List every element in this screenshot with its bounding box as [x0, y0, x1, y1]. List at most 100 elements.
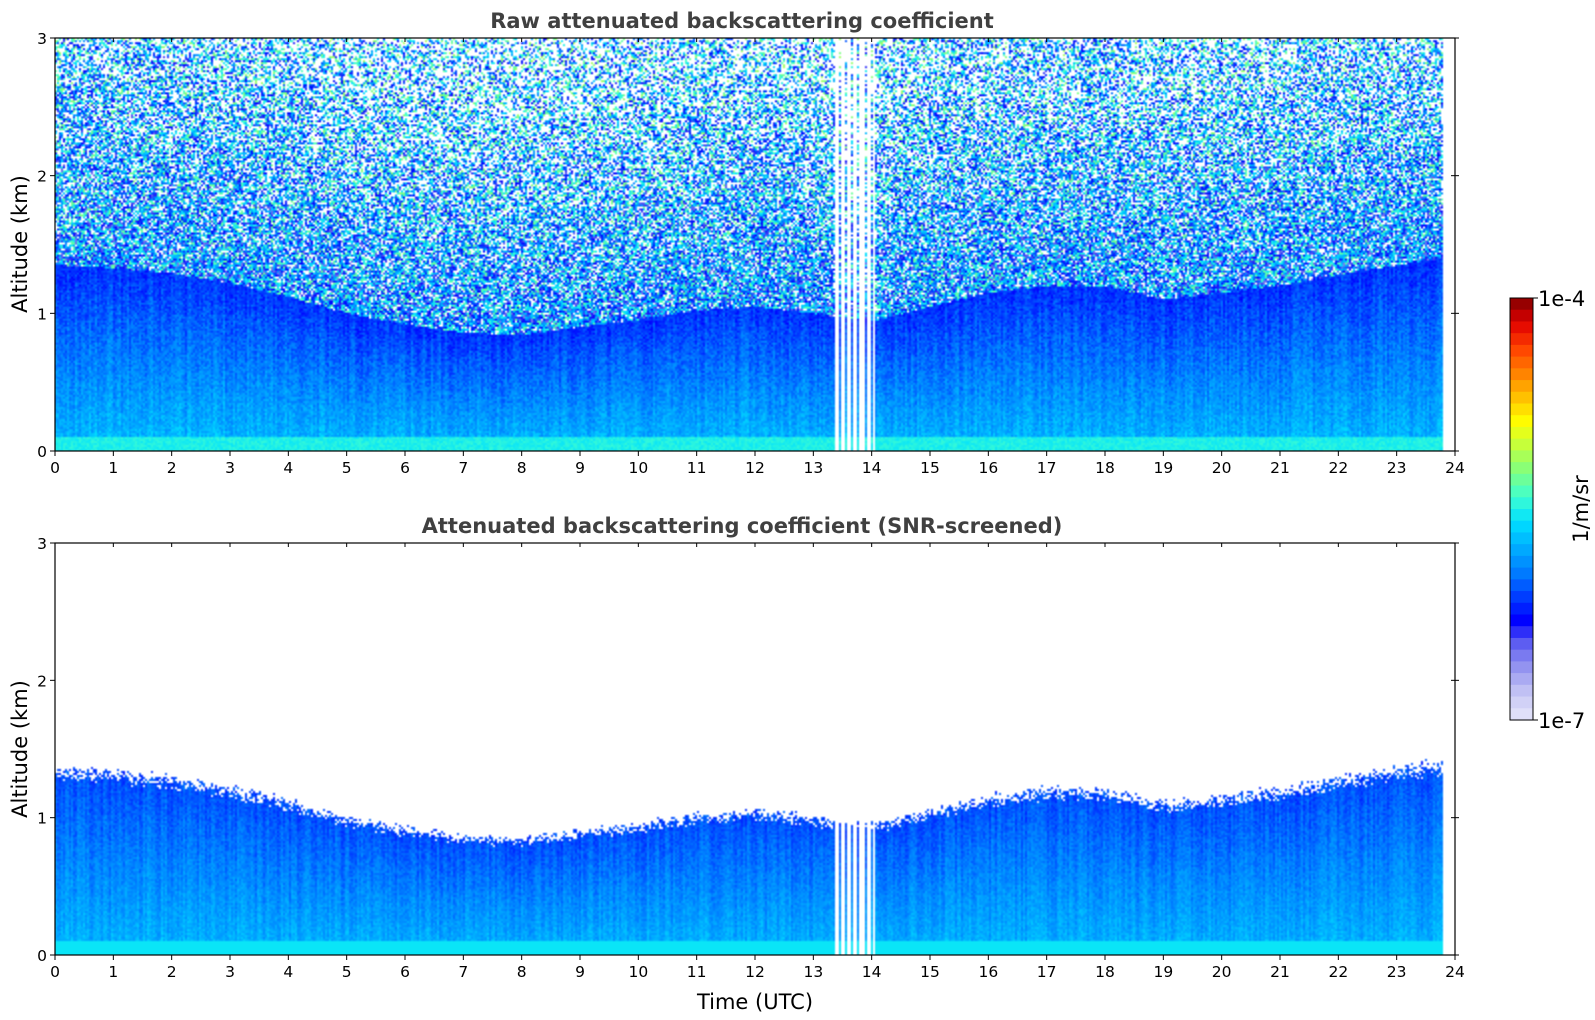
x-tick-label: 21: [1270, 459, 1290, 477]
y-tick-label: 0: [37, 947, 47, 965]
x-tick-label: 5: [342, 459, 352, 477]
x-tick-label: 15: [920, 459, 940, 477]
colorbar-band: [1510, 356, 1533, 369]
x-tick-label: 17: [1037, 459, 1057, 477]
x-tick-label: 20: [1212, 459, 1232, 477]
y-tick-label: 1: [37, 810, 47, 828]
colorbar-gradient: [1510, 298, 1533, 721]
colorbar-frame: [1509, 297, 1534, 721]
colorbar-band: [1510, 544, 1533, 557]
x-tick-label: 11: [687, 963, 707, 981]
x-tick-label: 7: [458, 963, 468, 981]
x-tick-label: 2: [167, 459, 177, 477]
colorbar-band: [1510, 426, 1533, 440]
colorbar-band: [1510, 684, 1533, 698]
x-tick-label: 24: [1445, 963, 1465, 981]
colorbar-band: [1510, 661, 1533, 674]
y-tick-label: 2: [37, 672, 47, 690]
x-tick-label: 13: [803, 459, 823, 477]
raw-y-axis-label: Altitude (km): [8, 175, 32, 313]
colorbar-band: [1510, 298, 1533, 311]
colorbar-band: [1510, 673, 1533, 686]
colorbar-band: [1510, 473, 1533, 487]
y-tick-label: 2: [37, 168, 47, 186]
x-tick-label: 17: [1037, 963, 1057, 981]
raw-backscatter-panel: Raw attenuated backscattering coefficien…: [8, 9, 1465, 477]
x-tick-label: 6: [400, 459, 410, 477]
colorbar-band: [1510, 333, 1533, 346]
x-tick-label: 24: [1445, 459, 1465, 477]
screened-y-ticks: 0 1 2 3: [37, 535, 1459, 965]
x-tick-label: 4: [283, 459, 293, 477]
raw-panel-title: Raw attenuated backscattering coefficien…: [490, 9, 994, 33]
colorbar-band: [1510, 344, 1533, 358]
colorbar-band: [1510, 555, 1533, 569]
x-tick-label: 22: [1328, 459, 1348, 477]
x-tick-label: 9: [575, 963, 585, 981]
colorbar-band: [1510, 649, 1533, 662]
screened-backscatter-heatmap: [55, 543, 1455, 955]
colorbar-band: [1510, 462, 1533, 475]
screened-y-axis-label: Altitude (km): [8, 680, 32, 818]
x-tick-label: 18: [1095, 963, 1115, 981]
colorbar-band: [1510, 309, 1533, 323]
x-tick-label: 22: [1328, 963, 1348, 981]
x-tick-label: 10: [628, 963, 648, 981]
y-tick-label: 0: [37, 443, 47, 461]
colorbar-band: [1510, 696, 1533, 709]
x-tick-label: 11: [687, 459, 707, 477]
screened-panel-title: Attenuated backscattering coefficient (S…: [422, 514, 1063, 538]
y-tick-label: 1: [37, 305, 47, 323]
x-tick-label: 8: [517, 963, 527, 981]
x-tick-label: 6: [400, 963, 410, 981]
colorbar-band: [1510, 391, 1533, 405]
y-tick-label: 3: [37, 30, 47, 48]
screened-x-ticks: 0 1 2 3 4 5 6 7 8 9 10 11 12 13 14 15 16 17 18 19 20 21 22 23 24: [50, 543, 1465, 981]
x-tick-label: 19: [1153, 963, 1173, 981]
colorbar-band: [1510, 509, 1533, 522]
colorbar-band: [1510, 602, 1533, 616]
colorbar-band: [1510, 438, 1533, 451]
colorbar-band: [1510, 532, 1533, 545]
colorbar-band: [1510, 321, 1533, 334]
x-tick-label: 12: [745, 963, 765, 981]
x-axis-label: Time (UTC): [696, 990, 813, 1014]
x-tick-label: 4: [283, 963, 293, 981]
colorbar-band: [1510, 591, 1533, 604]
colorbar-band: [1510, 626, 1533, 639]
colorbar-band: [1510, 380, 1533, 393]
colorbar-min-label: 1e-7: [1538, 709, 1585, 733]
colorbar-band: [1510, 637, 1533, 651]
x-tick-label: 15: [920, 963, 940, 981]
x-tick-label: 13: [803, 963, 823, 981]
x-tick-label: 16: [978, 963, 998, 981]
x-tick-label: 19: [1153, 459, 1173, 477]
x-tick-label: 2: [167, 963, 177, 981]
x-tick-label: 12: [745, 459, 765, 477]
colorbar-band: [1510, 415, 1533, 428]
colorbar: 1e-4 1e-7 1/m/sr: [1509, 287, 1593, 733]
colorbar-band: [1510, 579, 1533, 592]
y-tick-label: 3: [37, 535, 47, 553]
colorbar-band: [1510, 567, 1533, 580]
colorbar-band: [1510, 614, 1533, 627]
x-tick-label: 23: [1387, 963, 1407, 981]
raw-x-ticks: 0 1 2 3 4 5 6 7 8 9 10 11 12 13 14 15 16 17 18 19 20 21 22 23 24: [50, 38, 1465, 477]
x-tick-label: 14: [862, 963, 882, 981]
x-tick-label: 0: [50, 459, 60, 477]
snr-screened-panel: Attenuated backscattering coefficient (S…: [8, 514, 1465, 1014]
x-tick-label: 7: [458, 459, 468, 477]
raw-y-ticks: 0 1 2 3: [37, 30, 1459, 461]
x-tick-label: 5: [342, 963, 352, 981]
x-tick-label: 3: [225, 459, 235, 477]
colorbar-band: [1510, 485, 1533, 498]
x-tick-label: 3: [225, 963, 235, 981]
x-tick-label: 18: [1095, 459, 1115, 477]
x-tick-label: 8: [517, 459, 527, 477]
x-tick-label: 9: [575, 459, 585, 477]
colorbar-max-label: 1e-4: [1538, 287, 1585, 311]
x-tick-label: 23: [1387, 459, 1407, 477]
raw-backscatter-heatmap: [55, 38, 1455, 451]
colorbar-band: [1510, 403, 1533, 416]
